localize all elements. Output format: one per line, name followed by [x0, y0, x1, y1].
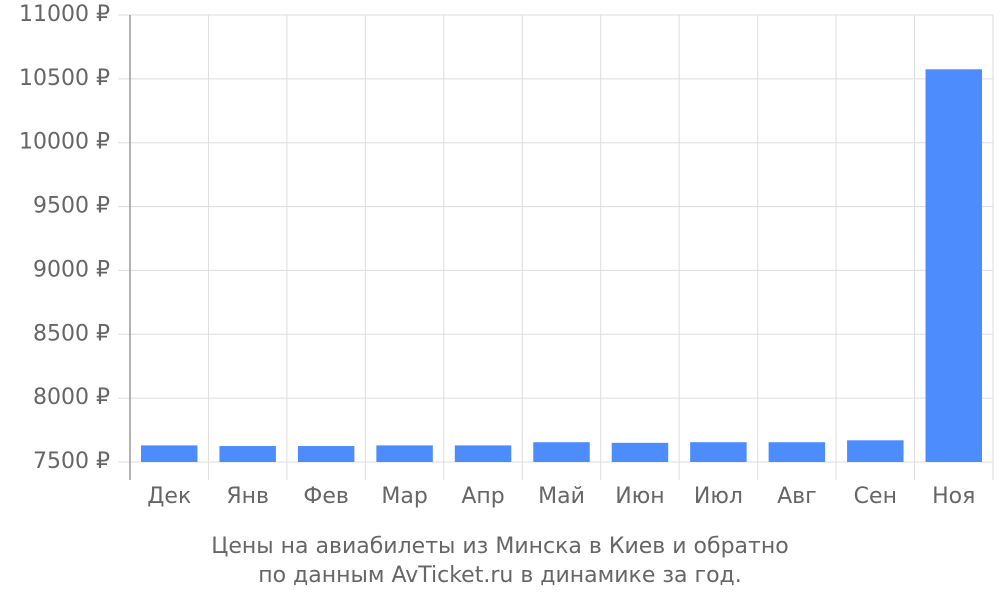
x-tick-label: Сен [854, 484, 897, 509]
bar [925, 69, 983, 463]
bar [297, 446, 355, 462]
x-tick-label: Ноя [932, 484, 975, 509]
y-tick-label: 7500 ₽ [33, 449, 110, 474]
bar [140, 445, 198, 462]
caption-line: Цены на авиабилеты из Минска в Киев и об… [211, 534, 788, 559]
bar [376, 445, 433, 462]
x-tick-label: Авг [777, 484, 817, 509]
x-tick-label: Июн [615, 484, 664, 509]
bar [768, 442, 826, 462]
bar [219, 446, 276, 462]
y-tick-label: 8000 ₽ [33, 385, 110, 410]
x-tick-label: Апр [461, 484, 504, 509]
x-tick-label: Фев [303, 484, 348, 509]
bar [690, 442, 747, 462]
y-tick-label: 9000 ₽ [33, 257, 110, 282]
x-tick-label: Янв [226, 484, 269, 509]
y-tick-label: 9500 ₽ [33, 194, 110, 219]
x-tick-label: Мар [381, 484, 427, 509]
bar [611, 442, 669, 462]
bar [454, 445, 512, 462]
x-tick-label: Июл [694, 484, 743, 509]
y-tick-label: 10500 ₽ [19, 66, 110, 91]
bar [533, 442, 590, 462]
y-tick-label: 11000 ₽ [19, 2, 110, 27]
bar [847, 440, 904, 462]
caption-line: по данным AvTicket.ru в динамике за год. [258, 563, 742, 588]
x-tick-label: Май [538, 484, 585, 509]
y-tick-label: 8500 ₽ [33, 321, 110, 346]
y-tick-label: 10000 ₽ [19, 130, 110, 155]
x-tick-label: Дек [147, 484, 191, 509]
